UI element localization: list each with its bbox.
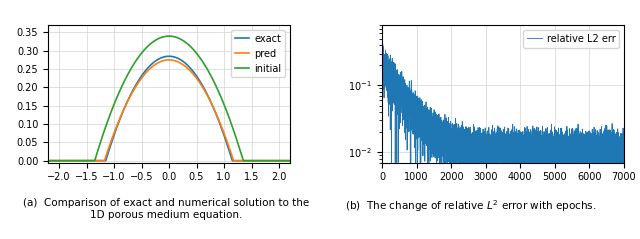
- Text: (a)  Comparison of exact and numerical solution to the
1D porous medium equation: (a) Comparison of exact and numerical so…: [23, 198, 310, 220]
- Text: (b)  The change of relative $L^2$ error with epochs.: (b) The change of relative $L^2$ error w…: [345, 198, 596, 214]
- Legend: exact, pred, initial: exact, pred, initial: [231, 30, 285, 77]
- exact: [72, 159, 79, 162]
- pred: [286, 159, 294, 162]
- pred: [255, 159, 263, 162]
- Legend: relative L2 err: relative L2 err: [523, 30, 619, 48]
- initial: [72, 159, 79, 162]
- initial: [286, 159, 294, 162]
- exact: [44, 159, 52, 162]
- pred: [147, 66, 155, 69]
- initial: [137, 53, 145, 55]
- Line: initial: initial: [48, 36, 290, 161]
- pred: [44, 159, 52, 162]
- initial: [165, 35, 173, 38]
- exact: [147, 63, 155, 66]
- initial: [255, 159, 263, 162]
- exact: [255, 159, 263, 162]
- Line: exact: exact: [48, 56, 290, 161]
- relative L2 err: [616, 136, 623, 139]
- pred: [86, 159, 94, 162]
- initial: [282, 159, 289, 162]
- Line: relative L2 err: relative L2 err: [382, 36, 624, 163]
- pred: [165, 59, 173, 61]
- initial: [86, 159, 94, 162]
- exact: [86, 159, 94, 162]
- relative L2 err: [388, 161, 396, 164]
- exact: [286, 159, 294, 162]
- Line: pred: pred: [48, 60, 290, 161]
- initial: [44, 159, 52, 162]
- exact: [165, 55, 173, 58]
- pred: [282, 159, 289, 162]
- relative L2 err: [578, 144, 586, 147]
- initial: [147, 42, 155, 45]
- relative L2 err: [412, 98, 419, 101]
- pred: [137, 78, 145, 81]
- relative L2 err: [620, 148, 628, 151]
- exact: [137, 76, 145, 78]
- exact: [282, 159, 289, 162]
- pred: [72, 159, 79, 162]
- relative L2 err: [564, 145, 572, 148]
- relative L2 err: [469, 143, 477, 146]
- relative L2 err: [483, 146, 491, 149]
- relative L2 err: [378, 34, 386, 37]
